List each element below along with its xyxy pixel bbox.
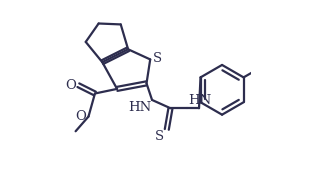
Text: HN: HN <box>128 101 151 114</box>
Text: S: S <box>153 52 162 65</box>
Text: O: O <box>65 79 76 92</box>
Text: O: O <box>75 110 86 123</box>
Text: S: S <box>155 130 164 143</box>
Text: HN: HN <box>188 94 211 107</box>
